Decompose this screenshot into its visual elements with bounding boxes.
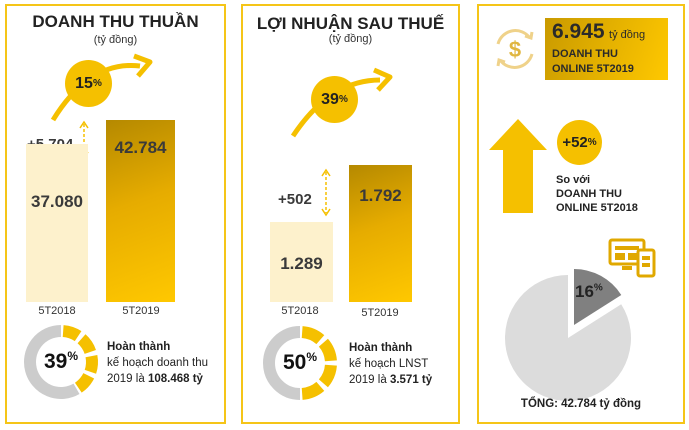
revenue-growth-value: 15 (75, 74, 93, 92)
bar-profit-5t2018: 1.289 (270, 222, 333, 302)
bar-value-label: 1.792 (359, 185, 402, 205)
donut-completed-segment (77, 334, 96, 355)
profit-difference: +502 (278, 191, 312, 208)
x-tick-label: 5T2019 (122, 305, 160, 317)
bar-value-label: 37.080 (31, 191, 83, 211)
note-line: 2019 là (349, 374, 390, 386)
online-growth-badge: +52% (557, 120, 602, 165)
pie-slice-value: 16 (575, 282, 594, 301)
percent-sign: % (593, 282, 603, 294)
note-line: ONLINE 5T2018 (556, 202, 638, 214)
profit-growth-badge: 39% (311, 76, 358, 123)
note-line: Hoàn thành (107, 341, 171, 353)
bar-revenue-5t2019: 42.784 (106, 120, 175, 302)
svg-text:$: $ (509, 37, 521, 62)
bar-value-label: 42.784 (114, 138, 167, 158)
online-growth-value: +52 (562, 134, 588, 151)
donut-completed-segment (62, 325, 82, 342)
note-line: kế hoạch doanh thu (107, 357, 209, 369)
profit-panel (241, 4, 460, 424)
revenue-unit: (tỷ đồng) (93, 34, 138, 46)
note-line: Hoàn thành (349, 342, 413, 354)
profit-title: LỢI NHUẬN SAU THUẾ (256, 14, 445, 33)
revenue-completion-note: Hoàn thành kế hoạch doanh thu 2019 là 108.… (107, 339, 208, 387)
revenue-completion-value: 39% (26, 349, 96, 374)
pie-slice-online (574, 269, 622, 325)
online-panel (477, 4, 685, 424)
completion-number: 39 (43, 350, 68, 373)
pie-slice-label: 16% (575, 282, 603, 302)
revenue-completion-donut (24, 325, 98, 399)
pie-slice-rest (505, 275, 631, 401)
online-revenue-unit: tỷ đồng (609, 29, 646, 41)
donut-completed-segment (301, 326, 325, 345)
percent-sign: % (92, 78, 102, 89)
desktop-mobile-icon (608, 238, 656, 278)
online-compare-note: So với DOANH THU ONLINE 5T2018 (556, 173, 638, 215)
note-line: DOANH THU (556, 188, 622, 200)
percent-sign: % (67, 349, 79, 363)
revenue-panel (5, 4, 226, 424)
profit-unit: (tỷ đồng) (328, 33, 373, 45)
percent-sign: % (306, 350, 318, 364)
profit-completion-value: 50% (265, 350, 335, 375)
online-revenue-label: DOANH THU (552, 48, 618, 60)
donut-completed-segment (74, 372, 95, 393)
x-tick-label: 5T2018 (38, 305, 76, 317)
online-revenue-value: 6.945 (552, 20, 605, 43)
bar-profit-5t2019: 1.792 (349, 165, 412, 302)
note-line: So với (556, 174, 591, 186)
donut-remaining-segment (263, 326, 301, 400)
revenue-growth-badge: 15% (65, 60, 112, 107)
note-target: 3.571 tỷ (389, 374, 433, 386)
percent-sign: % (587, 137, 597, 148)
note-line: kế hoạch LNST (349, 358, 429, 370)
percent-sign: % (338, 94, 348, 105)
bar-revenue-5t2018: 37.080 (26, 144, 88, 302)
note-target: 108.468 tỷ (147, 373, 203, 385)
profit-growth-value: 39 (321, 90, 339, 108)
donut-remaining-segment (24, 325, 80, 399)
dollar-exchange-icon: $ (496, 29, 534, 69)
donut-completed-segment (84, 354, 98, 374)
online-revenue-box: 6.945 tỷ đồng DOANH THU ONLINE 5T2019 (545, 18, 668, 80)
profit-completion-note: Hoàn thành kế hoạch LNST 2019 là 3.571 tỷ (349, 340, 432, 388)
up-arrow-icon (489, 119, 547, 213)
bar-value-label: 1.289 (280, 254, 323, 273)
completion-number: 50 (282, 351, 307, 374)
note-line: 2019 là (107, 373, 148, 385)
pie-total-label: TỔNG: 42.784 tỷ đồng (520, 398, 642, 410)
donut-completed-segment (301, 381, 325, 400)
profit-completion-donut (263, 326, 337, 400)
online-revenue-label: ONLINE 5T2019 (552, 63, 634, 75)
donut-completed-segment (318, 364, 337, 388)
donut-completed-segment (318, 338, 337, 362)
revenue-title: DOANH THU THUẦN (32, 12, 199, 31)
x-tick-label: 5T2019 (361, 307, 399, 319)
x-tick-label: 5T2018 (281, 305, 319, 317)
